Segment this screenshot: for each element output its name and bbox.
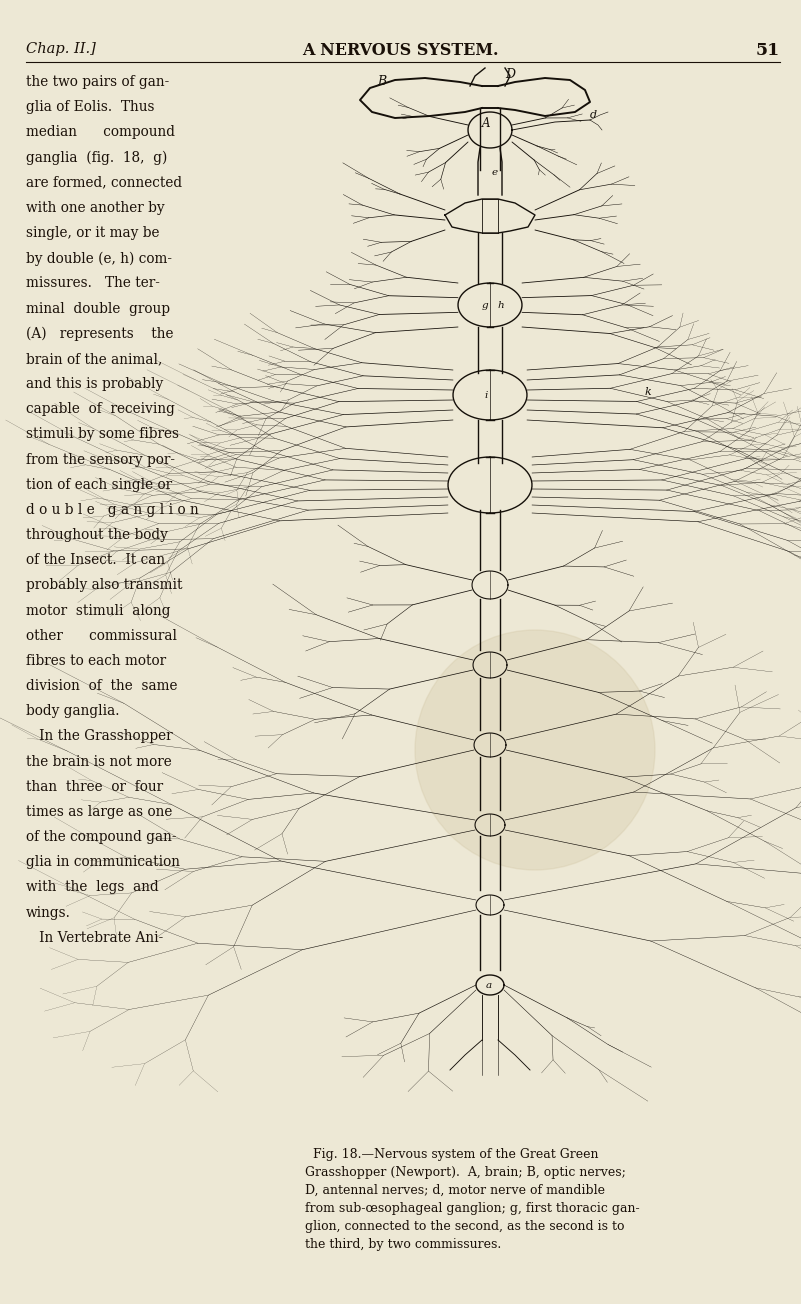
Text: capable  of  receiving: capable of receiving [26,402,175,416]
Text: the third, by two commissures.: the third, by two commissures. [305,1237,501,1251]
Text: h: h [498,301,505,310]
Text: tion of each single or: tion of each single or [26,477,171,492]
Text: a: a [486,981,492,990]
Text: single, or it may be: single, or it may be [26,226,159,240]
Text: d: d [590,110,597,120]
Text: glion, connected to the second, as the second is to: glion, connected to the second, as the s… [305,1221,625,1234]
Text: times as large as one: times as large as one [26,805,172,819]
Text: B: B [377,76,387,87]
Text: D: D [505,68,515,81]
Text: i: i [484,391,487,400]
Text: k: k [645,387,652,396]
Text: are formed, connected: are formed, connected [26,176,182,189]
Text: throughout the body: throughout the body [26,528,167,542]
Text: than  three  or  four: than three or four [26,780,163,794]
Text: missures.   The ter-: missures. The ter- [26,276,159,291]
Text: In the Grasshopper: In the Grasshopper [26,729,172,743]
Text: probably also transmit: probably also transmit [26,579,182,592]
Text: In Vertebrate Ani-: In Vertebrate Ani- [26,931,163,944]
Text: of the compound gan-: of the compound gan- [26,831,176,844]
Text: body ganglia.: body ganglia. [26,704,119,719]
Text: brain of the animal,: brain of the animal, [26,352,162,366]
Text: g: g [482,301,489,310]
Text: other      commissural: other commissural [26,629,177,643]
Text: the two pairs of gan-: the two pairs of gan- [26,76,169,89]
Text: by double (e, h) com-: by double (e, h) com- [26,252,171,266]
Text: stimuli by some fibres: stimuli by some fibres [26,428,179,441]
Text: median      compound: median compound [26,125,175,140]
Text: 51: 51 [756,42,780,59]
Text: fibres to each motor: fibres to each motor [26,653,166,668]
Text: from sub-œsophageal ganglion; g, first thoracic gan-: from sub-œsophageal ganglion; g, first t… [305,1202,640,1215]
Text: of the Insect.  It can: of the Insect. It can [26,553,165,567]
Text: D, antennal nerves; d, motor nerve of mandible: D, antennal nerves; d, motor nerve of ma… [305,1184,605,1197]
Text: A NERVOUS SYSTEM.: A NERVOUS SYSTEM. [302,42,498,59]
Text: d o u b l e   g a n g l i o n: d o u b l e g a n g l i o n [26,503,199,516]
Text: glia of Eolis.  Thus: glia of Eolis. Thus [26,100,154,115]
Text: and this is probably: and this is probably [26,377,163,391]
Text: the brain is not more: the brain is not more [26,755,171,768]
Text: A: A [482,117,490,130]
Circle shape [415,630,655,870]
Text: with one another by: with one another by [26,201,164,215]
Text: Fig. 18.—Nervous system of the Great Green: Fig. 18.—Nervous system of the Great Gre… [305,1148,598,1161]
Text: with  the  legs  and: with the legs and [26,880,159,895]
Text: division  of  the  same: division of the same [26,679,177,692]
Text: motor  stimuli  along: motor stimuli along [26,604,170,618]
Text: e: e [492,168,498,177]
Text: Chap. II.]: Chap. II.] [26,42,95,56]
Text: Grasshopper (Newport).  A, brain; B, optic nerves;: Grasshopper (Newport). A, brain; B, opti… [305,1166,626,1179]
Text: (A)   represents    the: (A) represents the [26,327,173,342]
Text: minal  double  group: minal double group [26,301,170,316]
Text: from the sensory por-: from the sensory por- [26,452,175,467]
Text: ganglia  (fig.  18,  g): ganglia (fig. 18, g) [26,150,167,164]
Text: glia in communication: glia in communication [26,855,179,870]
Text: wings.: wings. [26,905,70,919]
